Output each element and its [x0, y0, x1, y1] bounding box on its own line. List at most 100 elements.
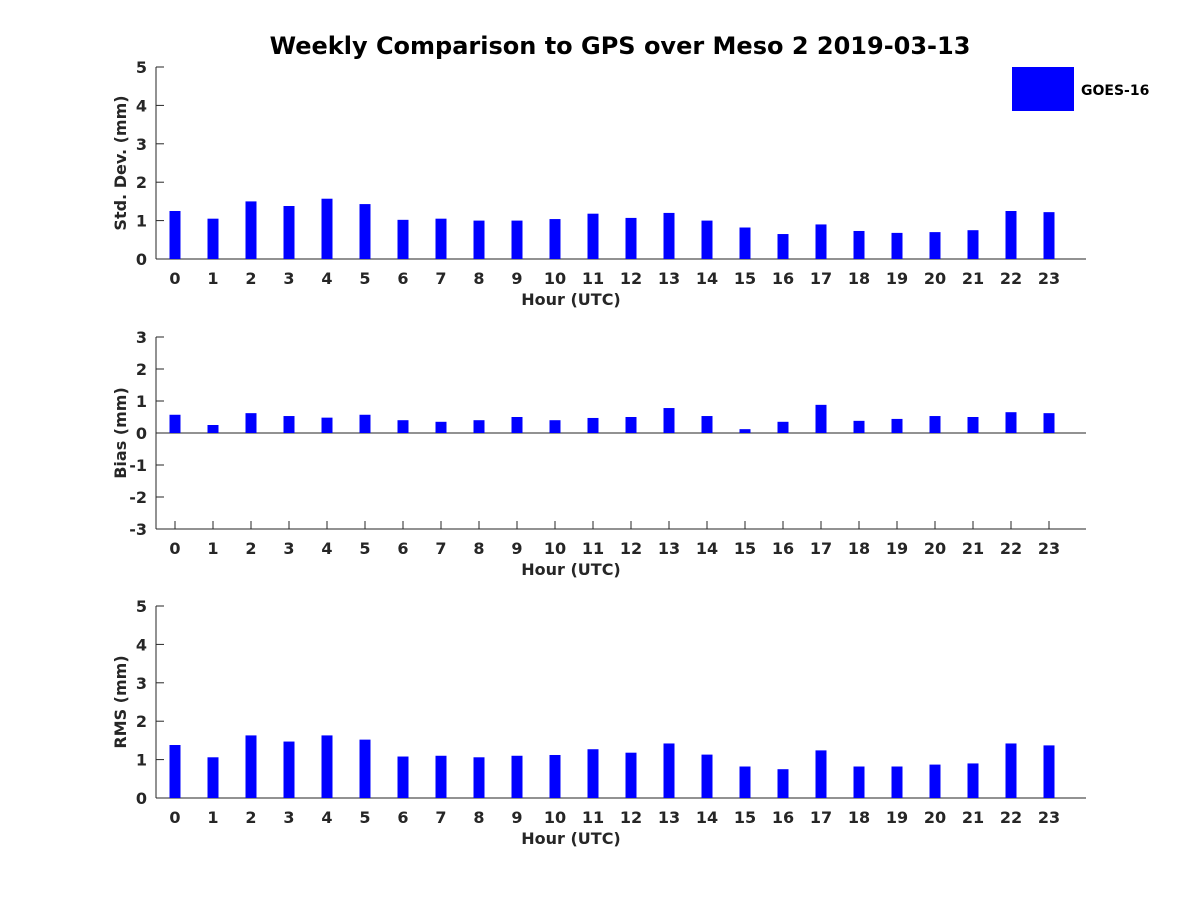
- bar-hour-3: [283, 741, 295, 798]
- x-tick-label: 8: [473, 269, 484, 288]
- x-tick-label: 18: [848, 269, 870, 288]
- bar-hour-22: [1005, 743, 1017, 798]
- bar-hour-5: [359, 204, 371, 259]
- x-tick-label: 8: [473, 539, 484, 558]
- bar-hour-10: [549, 420, 561, 433]
- x-tick-label: 6: [397, 808, 408, 827]
- y-tick-label: 2: [136, 360, 147, 379]
- x-tick-label: 21: [962, 269, 984, 288]
- bar-hour-18: [853, 230, 865, 259]
- bar-hour-6: [397, 756, 409, 798]
- y-tick-label: -3: [129, 520, 147, 539]
- bar-hour-9: [511, 220, 523, 259]
- bar-hour-2: [245, 201, 257, 259]
- bar-hour-13: [663, 408, 675, 433]
- x-tick-label: 4: [321, 539, 332, 558]
- bar-hour-5: [359, 739, 371, 798]
- x-tick-label: 7: [435, 269, 446, 288]
- y-tick-label: 3: [136, 135, 147, 154]
- x-tick-label: 6: [397, 269, 408, 288]
- x-tick-label: 16: [772, 539, 794, 558]
- bar-hour-23: [1043, 212, 1055, 259]
- y-tick-label: 5: [136, 597, 147, 616]
- x-tick-label: 0: [169, 269, 180, 288]
- bar-hour-17: [815, 750, 827, 798]
- x-tick-label: 8: [473, 808, 484, 827]
- bar-hour-20: [929, 764, 941, 798]
- bar-hour-11: [587, 213, 599, 259]
- bar-hour-4: [321, 198, 333, 259]
- bar-hour-8: [473, 220, 485, 259]
- x-tick-label: 1: [207, 269, 218, 288]
- x-tick-label: 15: [734, 539, 756, 558]
- bar-hour-21: [967, 417, 979, 433]
- bar-hour-2: [245, 413, 257, 433]
- bar-hour-19: [891, 766, 903, 798]
- x-tick-label: 13: [658, 539, 680, 558]
- x-tick-label: 20: [924, 808, 946, 827]
- x-tick-label: 11: [582, 539, 604, 558]
- bar-hour-20: [929, 416, 941, 433]
- bar-hour-2: [245, 735, 257, 798]
- x-tick-label: 17: [810, 269, 832, 288]
- x-tick-label: 15: [734, 808, 756, 827]
- x-tick-label: 2: [245, 269, 256, 288]
- y-tick-label: 0: [136, 250, 147, 269]
- x-tick-label: 11: [582, 808, 604, 827]
- bar-hour-21: [967, 763, 979, 798]
- x-tick-label: 18: [848, 808, 870, 827]
- bar-hour-16: [777, 421, 789, 433]
- x-tick-label: 0: [169, 808, 180, 827]
- x-tick-label: 23: [1038, 808, 1060, 827]
- bar-hour-16: [777, 234, 789, 259]
- bar-hour-0: [169, 745, 181, 798]
- x-tick-label: 15: [734, 269, 756, 288]
- bar-hour-10: [549, 754, 561, 798]
- x-tick-label: 3: [283, 539, 294, 558]
- x-tick-label: 21: [962, 808, 984, 827]
- x-tick-label: 13: [658, 269, 680, 288]
- x-tick-label: 10: [544, 808, 566, 827]
- bar-hour-19: [891, 232, 903, 259]
- x-axis-label: Hour (UTC): [521, 829, 621, 848]
- x-tick-label: 12: [620, 539, 642, 558]
- bar-hour-12: [625, 417, 637, 433]
- x-tick-label: 22: [1000, 539, 1022, 558]
- bar-hour-8: [473, 757, 485, 798]
- x-tick-label: 14: [696, 539, 718, 558]
- x-tick-label: 16: [772, 808, 794, 827]
- x-tick-label: 20: [924, 269, 946, 288]
- bar-hour-23: [1043, 745, 1055, 798]
- bar-hour-20: [929, 232, 941, 259]
- x-tick-label: 12: [620, 808, 642, 827]
- bar-hour-15: [739, 766, 751, 798]
- y-axis-label: Std. Dev. (mm): [111, 95, 130, 230]
- bar-hour-13: [663, 743, 675, 798]
- x-tick-label: 10: [544, 269, 566, 288]
- x-tick-label: 1: [207, 808, 218, 827]
- chart-title: Weekly Comparison to GPS over Meso 2 201…: [270, 32, 971, 60]
- y-tick-label: 0: [136, 789, 147, 808]
- x-tick-label: 21: [962, 539, 984, 558]
- bar-hour-23: [1043, 413, 1055, 433]
- x-tick-label: 5: [359, 269, 370, 288]
- x-tick-label: 5: [359, 808, 370, 827]
- bar-hour-8: [473, 420, 485, 433]
- y-tick-label: 4: [136, 96, 147, 115]
- bar-hour-14: [701, 416, 713, 433]
- x-tick-label: 3: [283, 269, 294, 288]
- bar-hour-17: [815, 224, 827, 259]
- bar-hour-10: [549, 219, 561, 259]
- x-tick-label: 18: [848, 539, 870, 558]
- x-tick-label: 4: [321, 808, 332, 827]
- x-tick-label: 13: [658, 808, 680, 827]
- y-tick-label: 1: [136, 212, 147, 231]
- bar-hour-7: [435, 421, 447, 433]
- bar-hour-15: [739, 429, 751, 433]
- y-tick-label: 2: [136, 173, 147, 192]
- x-tick-label: 9: [511, 808, 522, 827]
- bar-hour-18: [853, 420, 865, 433]
- x-tick-label: 7: [435, 539, 446, 558]
